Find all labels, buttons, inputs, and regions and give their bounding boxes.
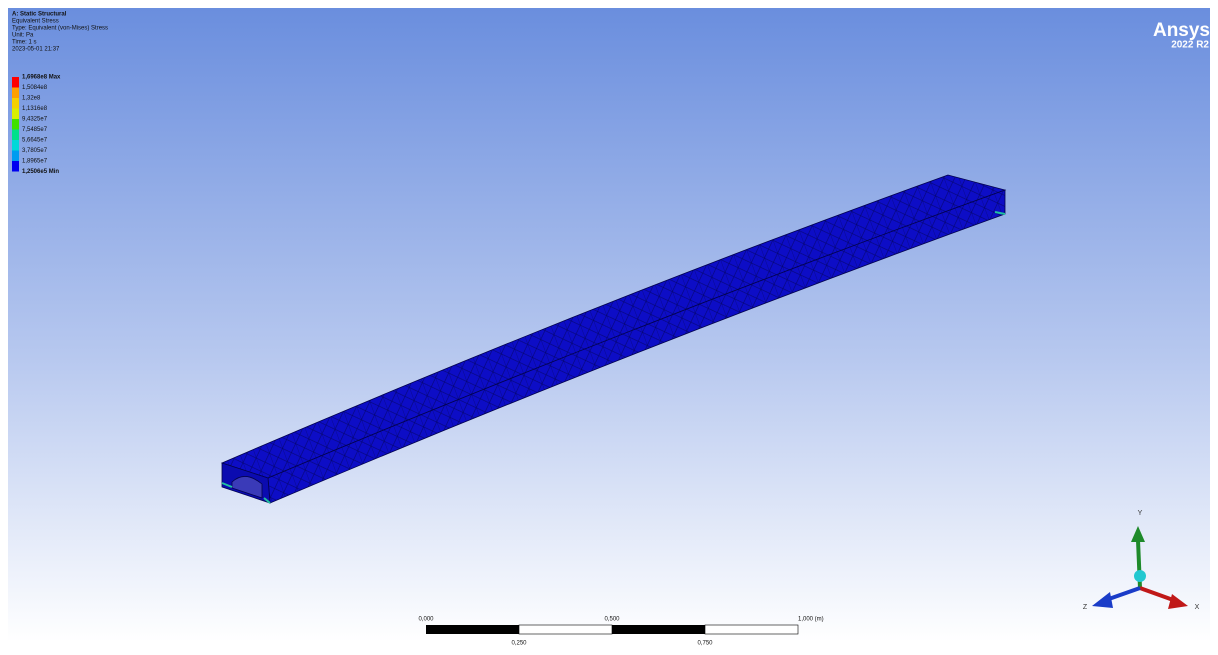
- legend-band: [12, 130, 19, 141]
- legend-band: [12, 98, 19, 109]
- scale-label: 0,750: [697, 641, 713, 647]
- logo: Ansys: [1153, 20, 1210, 41]
- header-line: 2023-05-01 21:37: [12, 47, 60, 53]
- legend-band: [12, 88, 19, 99]
- legend-band: [12, 109, 19, 120]
- legend-label: 1,5084e8: [22, 85, 48, 91]
- legend-band: [12, 119, 19, 130]
- scale-segment: [705, 625, 798, 634]
- header-line: Equivalent Stress: [12, 19, 59, 25]
- legend-label: 1,32e8: [22, 96, 41, 102]
- legend-label: 3,7805e7: [22, 148, 48, 154]
- legend-label: 9,4325e7: [22, 117, 48, 123]
- logo-version: 2022 R2: [1171, 40, 1209, 51]
- scale-label: 1,000 (m): [798, 617, 824, 623]
- axis-label: Z: [1083, 604, 1088, 611]
- legend-band: [12, 161, 19, 172]
- header-line: Unit: Pa: [12, 33, 34, 39]
- scale-label: 0,500: [604, 617, 620, 623]
- axis-label: Y: [1138, 510, 1143, 517]
- viewport: A: Static Structural Equivalent Stress T…: [0, 0, 1218, 650]
- scale-segment: [612, 625, 705, 634]
- legend-label: 1,8965e7: [22, 159, 48, 165]
- legend-band: [12, 77, 19, 88]
- legend-label: 1,6968e8 Max: [22, 75, 61, 81]
- legend-label: 5,6645e7: [22, 138, 48, 144]
- header-line: Time: 1 s: [12, 40, 36, 46]
- scale-segment: [519, 625, 612, 634]
- legend-band: [12, 140, 19, 151]
- header-line: A: Static Structural: [12, 12, 67, 18]
- legend-label: 7,5485e7: [22, 127, 48, 133]
- triad-center: [1134, 570, 1146, 582]
- legend-label: 1,1316e8: [22, 106, 48, 112]
- legend-label: 1,2506e5 Min: [22, 169, 59, 175]
- axis-label: X: [1195, 604, 1200, 611]
- legend-band: [12, 151, 19, 162]
- scale-segment: [426, 625, 519, 634]
- header-line: Type: Equivalent (von-Mises) Stress: [12, 26, 108, 32]
- scale-label: 0,000: [418, 617, 434, 623]
- scale-label: 0,250: [511, 641, 527, 647]
